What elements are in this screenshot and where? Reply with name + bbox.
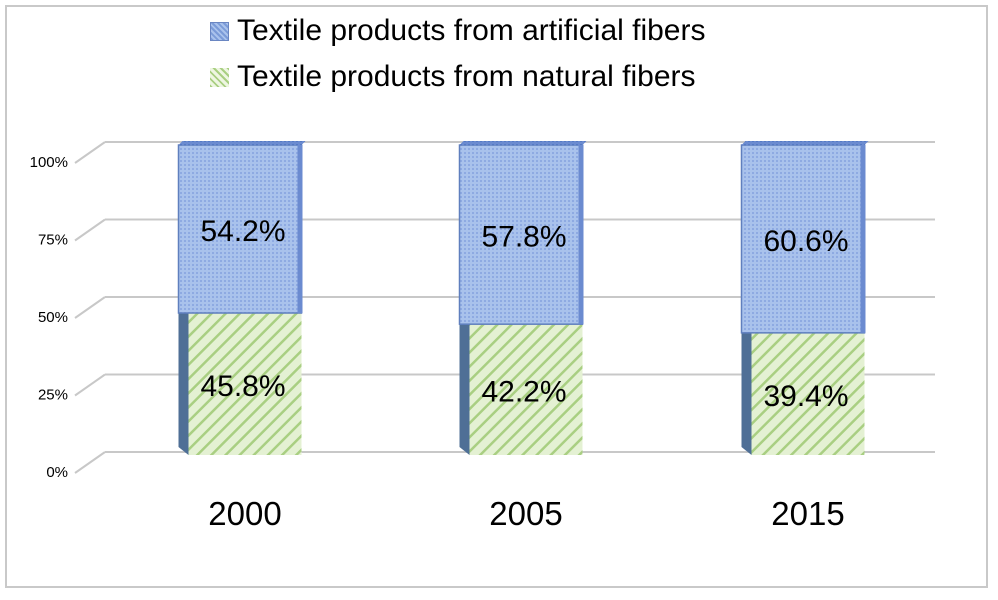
y-tick-label: 25% <box>38 387 68 404</box>
data-label-natural: 42.2% <box>481 376 566 409</box>
bar-artificial-top <box>459 141 587 145</box>
x-tick-label: 2015 <box>771 495 844 532</box>
bar-artificial-edge <box>578 145 584 325</box>
legend-label-natural: Textile products from natural fibers <box>237 60 696 93</box>
bar-artificial <box>458 144 584 325</box>
bar-artificial-edge <box>297 145 303 314</box>
gridline-diagonal <box>74 218 106 242</box>
legend-item-natural: Textile products from natural fibers <box>210 54 850 100</box>
data-label-artificial: 54.2% <box>200 215 285 248</box>
bar-artificial-top <box>741 141 869 145</box>
y-tick-label: 100% <box>30 154 68 171</box>
bar-artificial-edge <box>860 145 866 333</box>
y-tick-label: 0% <box>46 464 68 481</box>
bar-artificial <box>740 144 866 334</box>
legend-label-artificial: Textile products from artificial fibers <box>237 14 706 47</box>
gridline-diagonal <box>74 451 106 474</box>
gridline-diagonal <box>74 373 106 397</box>
bar-artificial <box>177 144 303 314</box>
bar-natural <box>751 332 865 455</box>
data-label-artificial: 57.8% <box>481 221 566 254</box>
gridline-diagonal <box>74 296 106 319</box>
bar-natural-side <box>741 324 752 455</box>
data-label-natural: 39.4% <box>763 380 848 413</box>
y-tick-label: 50% <box>38 309 68 326</box>
legend-item-artificial: Textile products from artificial fibers <box>210 8 850 54</box>
bar-natural <box>188 313 302 455</box>
bar-natural-side <box>459 316 470 455</box>
x-tick-label: 2000 <box>208 495 281 532</box>
gridline-diagonal <box>74 141 106 164</box>
legend-swatch-natural <box>210 67 229 87</box>
legend-swatch-artificial <box>210 21 229 41</box>
y-tick-label: 75% <box>38 232 68 249</box>
bar-artificial-top <box>178 141 306 145</box>
data-label-natural: 45.8% <box>200 370 285 403</box>
chart-legend: Textile products from artificial fibers … <box>210 8 850 100</box>
x-tick-label: 2005 <box>489 495 562 532</box>
bar-natural <box>469 324 583 455</box>
data-label-artificial: 60.6% <box>763 225 848 258</box>
bar-natural-side <box>178 305 189 455</box>
